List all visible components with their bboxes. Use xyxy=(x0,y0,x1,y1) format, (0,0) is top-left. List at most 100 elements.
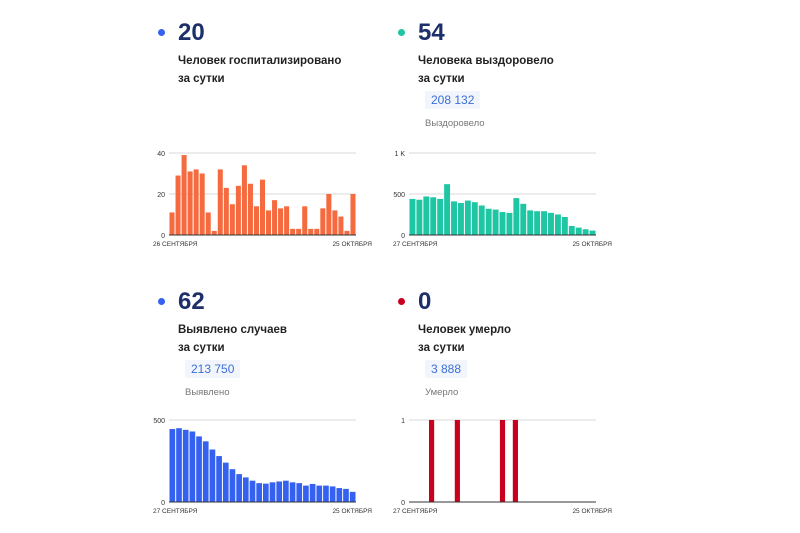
x-tick-label-end: 25 ОКТЯБРЯ xyxy=(572,241,612,248)
x-tick-label-start: 27 СЕНТЯБРЯ xyxy=(393,241,438,248)
bar xyxy=(181,155,187,235)
x-tick-label-end: 25 ОКТЯБРЯ xyxy=(332,508,372,515)
panel-hospitalized: 20 Человек госпитализировано за сутки xyxy=(158,16,388,85)
y-tick-label: 20 xyxy=(157,192,165,199)
description-line-1: Человек госпитализировано xyxy=(178,55,342,67)
bar xyxy=(561,216,568,235)
bar xyxy=(409,198,416,235)
description-line-2: за сутки xyxy=(178,342,225,354)
bar xyxy=(423,196,430,235)
bar xyxy=(211,230,217,235)
bar xyxy=(169,429,176,502)
bar xyxy=(193,169,199,235)
bar xyxy=(199,173,205,235)
cumulative-total-label: Умерло xyxy=(425,387,459,398)
bar xyxy=(437,198,444,235)
bar xyxy=(428,420,435,502)
bar xyxy=(343,488,349,502)
panel-header: 54 xyxy=(398,16,628,50)
bar xyxy=(202,441,209,502)
bar xyxy=(276,481,283,502)
bar xyxy=(471,202,478,235)
bar xyxy=(236,474,242,502)
bar xyxy=(256,483,262,502)
bar xyxy=(548,212,554,235)
bar xyxy=(229,204,235,235)
x-tick-label-start: 27 СЕНТЯБРЯ xyxy=(153,508,198,515)
bar xyxy=(196,436,202,502)
bar xyxy=(296,483,303,502)
bar xyxy=(189,431,196,502)
bar xyxy=(350,194,356,235)
bar xyxy=(499,420,506,502)
series-dot-icon xyxy=(158,298,165,305)
bar xyxy=(541,211,548,235)
cumulative-total-label: Выявлено xyxy=(185,387,230,398)
series-dot-icon xyxy=(398,29,405,36)
bar xyxy=(187,171,193,235)
bar xyxy=(272,200,278,235)
description-line-2: за сутки xyxy=(418,342,465,354)
bar xyxy=(259,179,266,235)
bar xyxy=(430,197,437,235)
bar xyxy=(247,183,253,235)
panel-header: 0 xyxy=(398,285,628,319)
bar xyxy=(235,185,241,235)
cumulative-total-label: Выздоровело xyxy=(425,118,485,129)
detected-bar-chart: 500 027 СЕНТЯБРЯ 25 ОКТЯБРЯ xyxy=(153,418,372,515)
bar xyxy=(302,206,308,235)
bar xyxy=(222,462,229,502)
deaths-bar-chart: 1 027 СЕНТЯБРЯ 25 ОКТЯБРЯ xyxy=(393,418,612,515)
bar xyxy=(326,194,332,235)
bar xyxy=(176,428,182,502)
bar xyxy=(589,230,596,235)
panel-header: 62 xyxy=(158,285,388,319)
bar xyxy=(253,206,259,235)
bar xyxy=(512,420,518,502)
bar xyxy=(568,225,575,235)
series-dot-icon xyxy=(398,298,405,305)
bar xyxy=(316,485,323,502)
bar xyxy=(534,211,541,235)
bar xyxy=(464,200,471,235)
bar xyxy=(241,165,247,235)
bar xyxy=(506,212,513,235)
bar xyxy=(520,203,527,235)
description-line-1: Человека выздоровело xyxy=(418,55,554,67)
y-tick-label: 500 xyxy=(153,418,165,425)
description-line-1: Выявлено случаев xyxy=(178,324,287,336)
cumulative-total: 213 750 xyxy=(185,360,241,378)
y-tick-label: 0 xyxy=(161,500,165,507)
bar xyxy=(329,486,336,502)
bar xyxy=(284,206,290,235)
bar xyxy=(269,482,276,502)
bar xyxy=(451,201,457,235)
bar xyxy=(169,212,175,235)
recovered-bar-chart: 1 K 500 027 СЕНТЯБРЯ 25 ОКТЯБРЯ xyxy=(393,151,612,248)
panel-header: 20 xyxy=(158,16,388,50)
bar xyxy=(266,210,272,235)
bar xyxy=(457,203,464,235)
bar xyxy=(303,485,309,502)
x-tick-label-end: 25 ОКТЯБРЯ xyxy=(572,508,612,515)
bar xyxy=(344,230,350,235)
cumulative-total: 3 888 xyxy=(425,360,468,378)
y-tick-label: 1 K xyxy=(394,151,405,158)
bar xyxy=(289,482,296,502)
bar xyxy=(283,480,289,502)
bar xyxy=(314,228,320,235)
y-tick-label: 0 xyxy=(161,233,165,240)
bar xyxy=(216,456,222,502)
bar xyxy=(492,209,499,235)
y-tick-label: 1 xyxy=(401,418,405,425)
bar xyxy=(527,210,534,235)
bar xyxy=(478,205,485,235)
bar xyxy=(308,228,314,235)
description-line-2: за сутки xyxy=(418,73,465,85)
daily-description: Человек умерло за сутки xyxy=(418,321,511,357)
bar xyxy=(485,208,492,235)
daily-count: 62 xyxy=(178,288,205,315)
daily-count: 54 xyxy=(418,19,445,46)
bar xyxy=(575,227,582,235)
bar xyxy=(349,491,356,502)
